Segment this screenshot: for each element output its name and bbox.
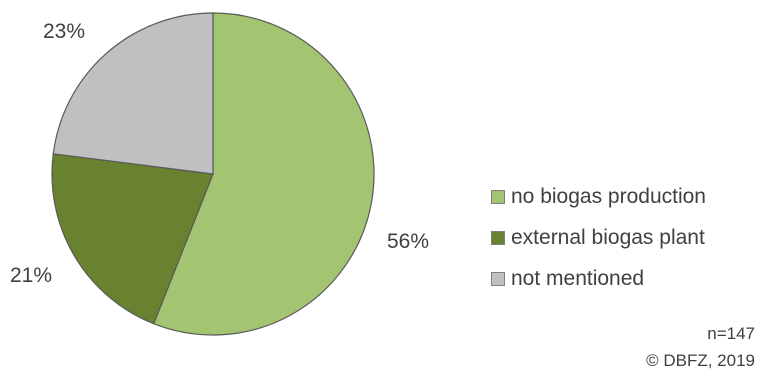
legend-swatch [491, 230, 505, 245]
legend-label: not mentioned [511, 266, 645, 290]
legend-item-no-biogas-production: no biogas production [491, 176, 706, 217]
chart-legend: no biogas production external biogas pla… [491, 176, 706, 299]
legend-label: no biogas production [511, 184, 706, 208]
slice-no-biogas-production [152, 12, 375, 336]
legend-label: external biogas plant [511, 225, 705, 249]
legend-item-external-biogas-plant: external biogas plant [491, 217, 706, 258]
slice-label-no-biogas-production: 56% [387, 230, 430, 253]
sample-size-note: n=147 [707, 324, 755, 343]
legend-item-not-mentioned: not mentioned [491, 258, 706, 299]
legend-swatch [491, 271, 505, 286]
slice-external-biogas-plant [51, 153, 214, 325]
legend-swatch [491, 189, 505, 204]
slice-not-mentioned [52, 12, 214, 175]
copyright-note: © DBFZ, 2019 [646, 351, 755, 370]
slice-label-external-biogas-plant: 21% [10, 264, 53, 287]
slice-label-not-mentioned: 23% [43, 20, 86, 43]
